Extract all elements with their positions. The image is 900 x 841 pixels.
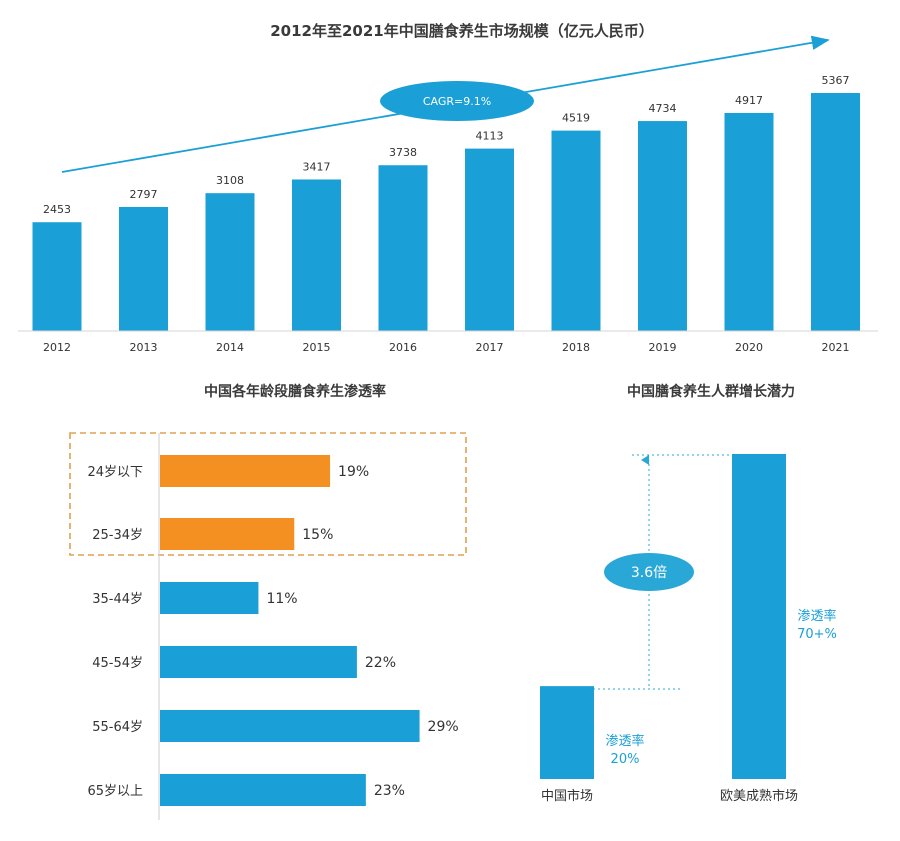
cagr-label: CAGR=9.1% bbox=[423, 95, 491, 108]
age-value-label: 23% bbox=[374, 783, 405, 799]
potential-bar bbox=[732, 454, 786, 779]
year-tick-label: 2019 bbox=[649, 341, 677, 354]
potential-bar bbox=[540, 686, 594, 779]
year-tick-label: 2014 bbox=[216, 341, 244, 354]
market-size-value-label: 3738 bbox=[389, 146, 417, 159]
age-bar bbox=[160, 710, 420, 742]
year-tick-label: 2015 bbox=[303, 341, 331, 354]
year-tick-label: 2021 bbox=[822, 341, 850, 354]
age-bar-highlighted bbox=[160, 518, 295, 550]
market-size-value-label: 4917 bbox=[735, 94, 763, 107]
penetration-caption: 渗透率 bbox=[605, 733, 644, 749]
market-size-bar bbox=[378, 165, 428, 331]
market-size-value-label: 4113 bbox=[476, 130, 504, 143]
market-size-value-label: 3417 bbox=[303, 160, 331, 173]
age-value-label: 29% bbox=[428, 719, 459, 735]
cagr-ellipse bbox=[380, 81, 534, 121]
age-bar-highlighted bbox=[160, 455, 331, 487]
age-value-label: 22% bbox=[365, 655, 396, 671]
age-bar bbox=[160, 774, 366, 806]
market-size-bar bbox=[292, 179, 341, 331]
market-size-bar bbox=[811, 93, 860, 331]
age-penetration-title: 中国各年龄段膳食养生渗透率 bbox=[204, 383, 386, 400]
age-value-label: 11% bbox=[266, 591, 297, 607]
growth-potential-bars: 中国市场 渗透率 20% 欧美成熟市场 渗透率 70+% bbox=[540, 454, 837, 804]
age-group-label: 45-54岁 bbox=[92, 656, 143, 671]
market-size-bar bbox=[32, 222, 82, 331]
market-size-bar bbox=[551, 130, 601, 331]
age-value-label: 15% bbox=[302, 527, 333, 543]
market-size-title: 2012年至2021年中国膳食养生市场规模（亿元人民币） bbox=[270, 22, 654, 40]
market-size-bar bbox=[724, 112, 774, 331]
year-tick-label: 2017 bbox=[476, 341, 504, 354]
market-size-value-label: 2797 bbox=[130, 188, 158, 201]
market-size-value-label: 5367 bbox=[822, 74, 850, 87]
age-bar bbox=[160, 582, 259, 614]
age-group-label: 65岁以上 bbox=[87, 784, 143, 799]
market-label: 中国市场 bbox=[541, 788, 593, 804]
year-tick-label: 2016 bbox=[389, 341, 417, 354]
age-group-label: 35-44岁 bbox=[92, 592, 143, 607]
market-size-value-label: 2453 bbox=[43, 203, 71, 216]
market-size-bar bbox=[205, 193, 255, 331]
age-group-label: 55-64岁 bbox=[92, 720, 143, 735]
market-label: 欧美成熟市场 bbox=[720, 788, 798, 804]
market-size-value-label: 3108 bbox=[216, 174, 244, 187]
market-size-value-label: 4734 bbox=[649, 102, 677, 115]
ratio-label: 3.6倍 bbox=[631, 565, 667, 581]
ratio-ellipse bbox=[604, 553, 694, 591]
age-bar bbox=[160, 646, 357, 678]
age-value-label: 19% bbox=[338, 464, 369, 480]
age-penetration-bars: 24岁以下 19% 25-34岁 15% 35-44岁 11% 45-54岁 22% 55-64… bbox=[87, 455, 459, 806]
market-size-bar bbox=[638, 121, 687, 331]
market-size-bars: 2453 2012 2797 2013 3108 2014 3417 2015 3738 2016… bbox=[32, 74, 860, 354]
penetration-value-label: 70+% bbox=[797, 627, 837, 642]
age-group-label: 24岁以下 bbox=[87, 465, 143, 480]
young-group-highlight-box bbox=[69, 432, 467, 556]
growth-potential-title: 中国膳食养生人群增长潜力 bbox=[627, 383, 795, 400]
year-tick-label: 2018 bbox=[562, 341, 590, 354]
penetration-caption: 渗透率 bbox=[797, 608, 836, 624]
market-size-bar bbox=[119, 206, 168, 331]
market-size-value-label: 4519 bbox=[562, 112, 590, 125]
year-tick-label: 2013 bbox=[130, 341, 158, 354]
year-tick-label: 2012 bbox=[43, 341, 71, 354]
age-group-label: 25-34岁 bbox=[92, 528, 143, 543]
year-tick-label: 2020 bbox=[735, 341, 763, 354]
penetration-value-label: 20% bbox=[611, 752, 640, 767]
market-size-bar bbox=[465, 148, 514, 331]
